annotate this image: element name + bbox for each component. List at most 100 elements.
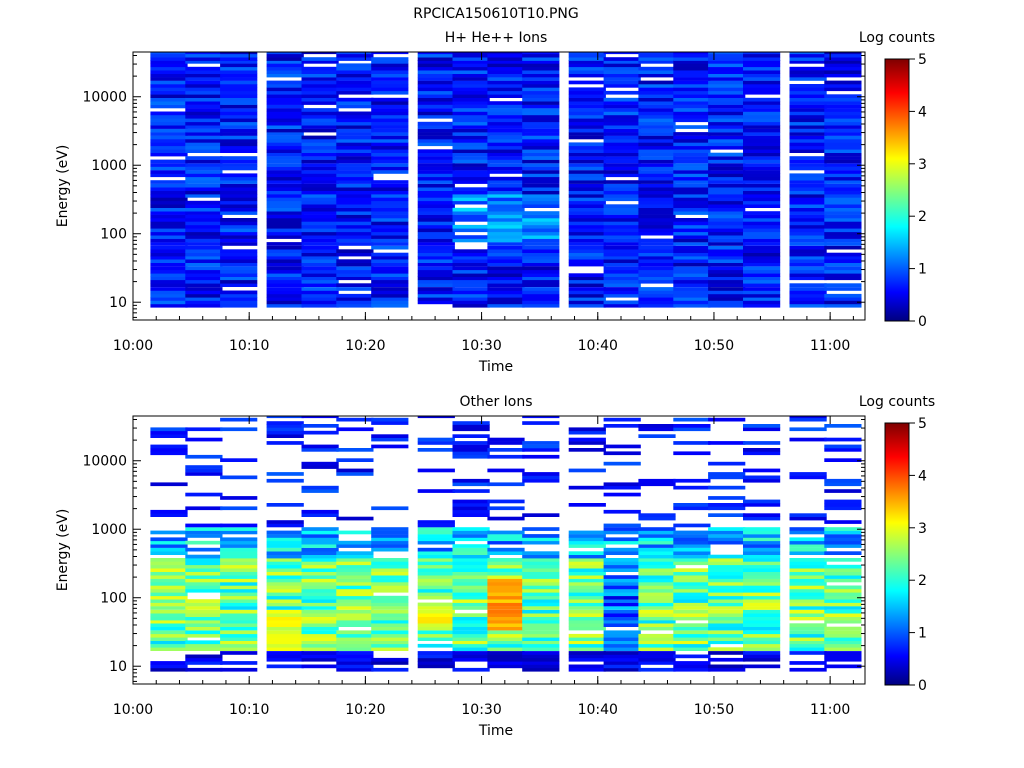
heatmap-cell — [336, 207, 374, 212]
heatmap-cell — [150, 558, 188, 562]
heatmap-cell — [266, 540, 304, 545]
heatmap-cell — [673, 276, 711, 281]
heatmap-cell — [638, 180, 676, 184]
heatmap-cell — [789, 194, 827, 198]
heatmap-cell — [185, 468, 223, 473]
heatmap-cell — [266, 623, 304, 627]
heatmap-cell — [336, 80, 374, 85]
heatmap-cell — [708, 616, 746, 621]
heatmap-cell — [301, 235, 339, 239]
heatmap-cell — [220, 163, 258, 167]
heatmap-cell — [487, 437, 525, 442]
heatmap-cell — [185, 626, 223, 631]
heatmap-cell — [185, 647, 223, 651]
heatmap-cell — [266, 245, 304, 250]
heatmap-cell — [603, 667, 641, 672]
heatmap-cell — [336, 602, 374, 607]
heatmap-cell — [220, 619, 258, 624]
heatmap-cell — [220, 554, 258, 559]
heatmap-cell — [824, 571, 862, 576]
heatmap-cell — [150, 221, 188, 226]
heatmap-cell — [708, 475, 746, 480]
heatmap-cell — [371, 582, 409, 586]
colorbar-tick-label: 0 — [918, 678, 927, 694]
heatmap-cell — [452, 654, 490, 659]
heatmap-cell — [522, 262, 560, 267]
heatmap-cell — [522, 661, 560, 665]
heatmap-cell — [638, 60, 676, 64]
heatmap-cell — [568, 114, 606, 119]
heatmap-cell — [150, 259, 188, 263]
heatmap-cell — [743, 121, 781, 126]
heatmap-cell — [220, 540, 258, 545]
heatmap-cell — [708, 640, 746, 645]
heatmap-cell — [266, 221, 304, 226]
heatmap-cell — [487, 149, 525, 153]
heatmap-cell — [673, 279, 711, 284]
heatmap-cell — [789, 513, 827, 517]
heatmap-cell — [568, 170, 606, 174]
heatmap-cell — [789, 180, 827, 184]
heatmap-cell — [638, 238, 676, 243]
heatmap-cell — [452, 564, 490, 569]
heatmap-cell — [487, 249, 525, 253]
heatmap-cell — [789, 207, 827, 212]
heatmap-cell — [487, 80, 525, 85]
heatmap-cell — [568, 468, 606, 473]
heatmap-cell — [371, 633, 409, 638]
heatmap-cell — [568, 568, 606, 572]
heatmap-cell — [708, 152, 746, 157]
heatmap-cell — [789, 530, 827, 535]
heatmap-cell — [603, 647, 641, 651]
heatmap-cell — [417, 664, 455, 669]
heatmap-cell — [266, 558, 304, 562]
heatmap-cell — [522, 472, 560, 476]
heatmap-cell — [789, 551, 827, 555]
heatmap-cell — [522, 657, 560, 662]
heatmap-cell — [708, 252, 746, 257]
heatmap-cell — [185, 166, 223, 171]
heatmap-cell — [743, 57, 781, 61]
heatmap-cell — [336, 204, 374, 208]
heatmap-cell — [603, 197, 641, 202]
heatmap-cell — [789, 173, 827, 178]
heatmap-cell — [743, 279, 781, 284]
heatmap-cell — [522, 73, 560, 78]
heatmap-cell — [220, 173, 258, 178]
heatmap-cell — [789, 640, 827, 645]
heatmap-cell — [185, 588, 223, 593]
heatmap-cell — [301, 80, 339, 85]
heatmap-cell — [220, 101, 258, 105]
y-tick-label: 10000 — [82, 90, 127, 106]
colorbar-tick-label: 5 — [918, 416, 927, 432]
heatmap-cell — [220, 235, 258, 239]
heatmap-cell — [371, 506, 409, 511]
heatmap-cell — [824, 633, 862, 638]
heatmap-cell — [638, 547, 676, 552]
heatmap-cell — [371, 66, 409, 71]
heatmap-cell — [452, 513, 490, 517]
heatmap-cell — [185, 558, 223, 562]
heatmap-cell — [824, 187, 862, 191]
heatmap-cell — [568, 571, 606, 576]
heatmap-cell — [301, 613, 339, 617]
heatmap-cell — [673, 231, 711, 236]
heatmap-cell — [673, 156, 711, 160]
heatmap-cell — [638, 224, 676, 229]
panel-1-title: H+ He++ Ions — [445, 30, 548, 46]
heatmap-cell — [522, 128, 560, 133]
heatmap-cell — [487, 128, 525, 133]
heatmap-cell — [301, 128, 339, 133]
heatmap-cell — [638, 616, 676, 621]
heatmap-cell — [522, 276, 560, 281]
heatmap-cell — [743, 163, 781, 167]
heatmap-cell — [266, 609, 304, 614]
heatmap-cell — [708, 269, 746, 274]
heatmap-cell — [150, 287, 188, 291]
heatmap-cell — [603, 190, 641, 195]
heatmap-cell — [522, 166, 560, 171]
heatmap-cell — [336, 585, 374, 590]
heatmap-cell — [301, 173, 339, 178]
heatmap-cell — [743, 63, 781, 68]
heatmap-cell — [417, 149, 455, 153]
